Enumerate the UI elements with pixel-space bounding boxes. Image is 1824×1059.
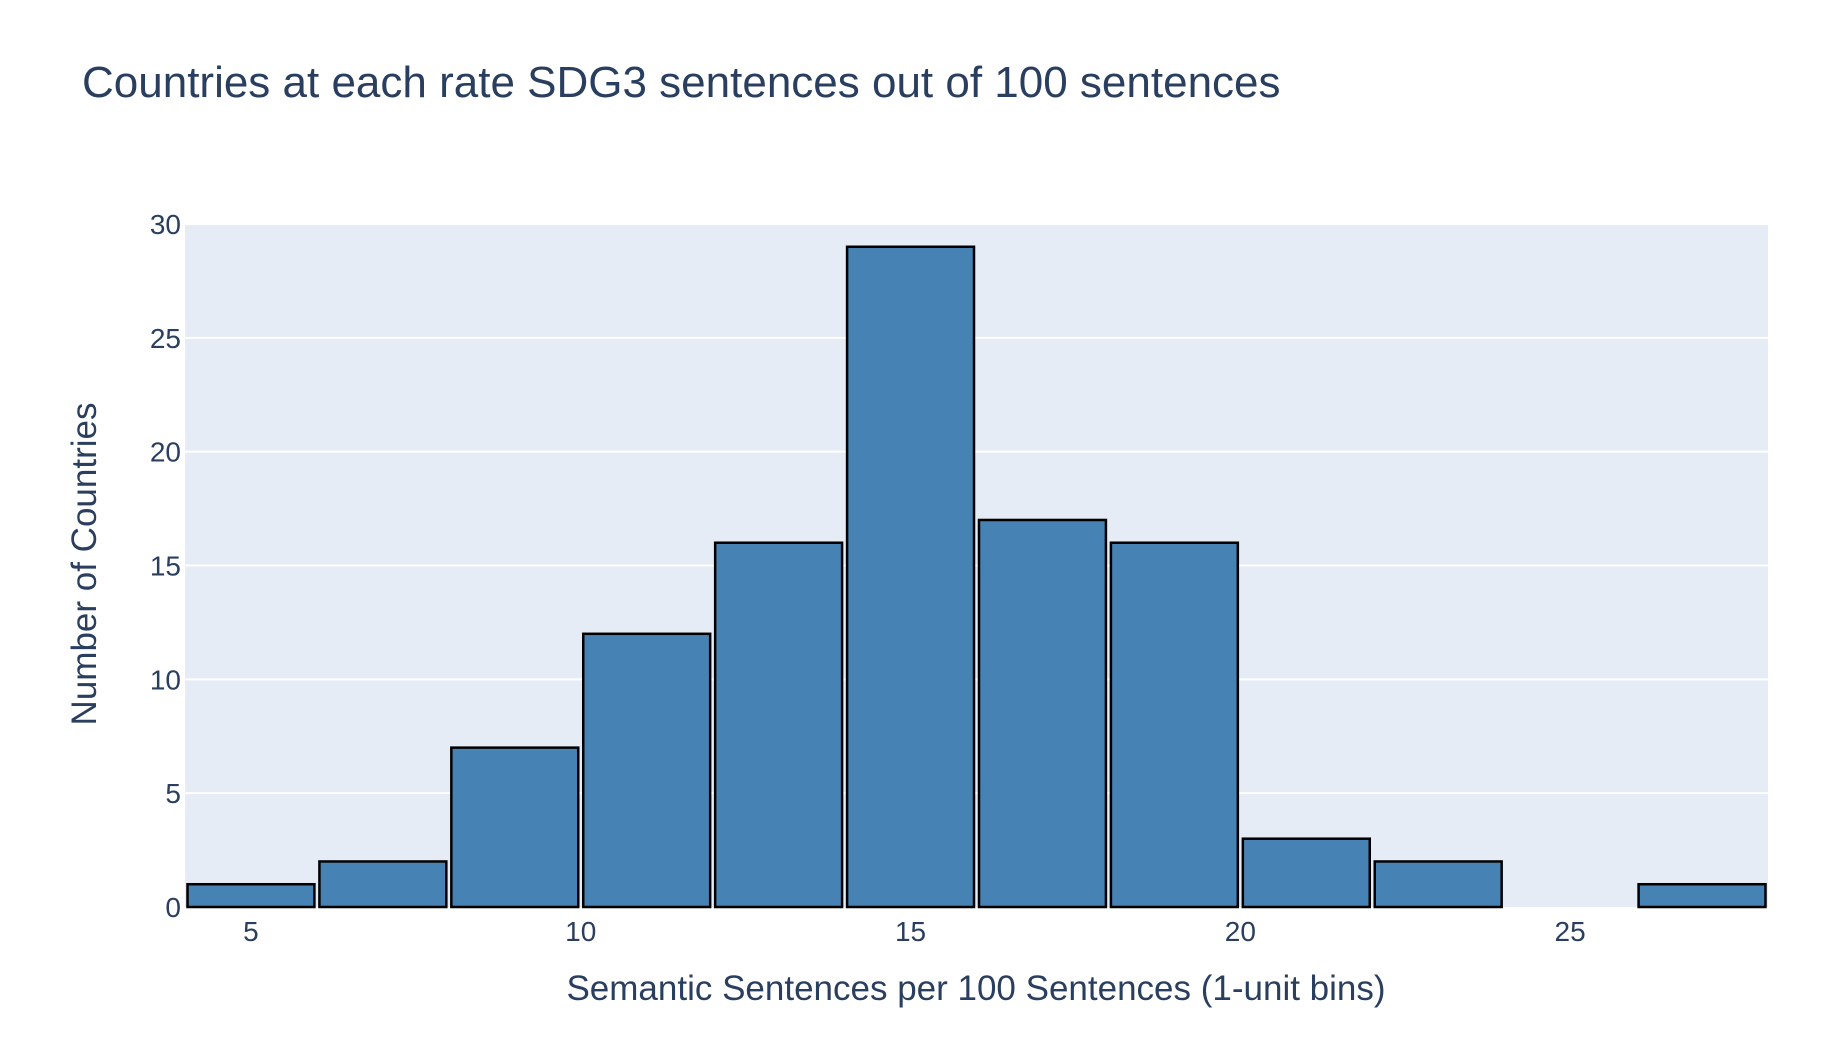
- y-tick-label: 15: [150, 551, 181, 582]
- y-axis-label: Number of Countries: [65, 403, 104, 726]
- y-tick-label: 10: [150, 664, 181, 695]
- x-tick-label: 25: [1555, 916, 1586, 947]
- y-tick-label: 0: [165, 892, 181, 923]
- x-axis-label: Semantic Sentences per 100 Sentences (1-…: [566, 969, 1385, 1008]
- y-axis-ticks: 0 5 10 15 20 25 30: [150, 209, 181, 923]
- y-tick-label: 5: [165, 778, 181, 809]
- histogram-bar: [582, 632, 712, 909]
- x-tick-label: 20: [1225, 916, 1256, 947]
- x-tick-label: 10: [565, 916, 596, 947]
- x-tick-label: 5: [243, 916, 259, 947]
- chart-title: Countries at each rate SDG3 sentences ou…: [82, 58, 1281, 107]
- bars: [186, 245, 1767, 909]
- histogram-bar: [1241, 837, 1372, 909]
- histogram-bar: [845, 245, 976, 909]
- gridlines: [185, 223, 1768, 795]
- histogram-bar: [977, 518, 1108, 909]
- x-tick-label: 15: [895, 916, 926, 947]
- x-axis-ticks: 5 10 15 20 25: [243, 916, 1586, 947]
- histogram-bar: [1637, 882, 1767, 909]
- y-tick-label: 30: [150, 209, 181, 240]
- histogram-bar: [450, 746, 580, 909]
- histogram-bar: [186, 882, 316, 909]
- y-tick-label: 20: [150, 437, 181, 468]
- y-tick-label: 25: [150, 323, 181, 354]
- histogram-bar: [713, 541, 844, 909]
- histogram-bar: [1373, 860, 1503, 909]
- histogram-bar: [1109, 541, 1240, 909]
- histogram-bar: [318, 860, 448, 909]
